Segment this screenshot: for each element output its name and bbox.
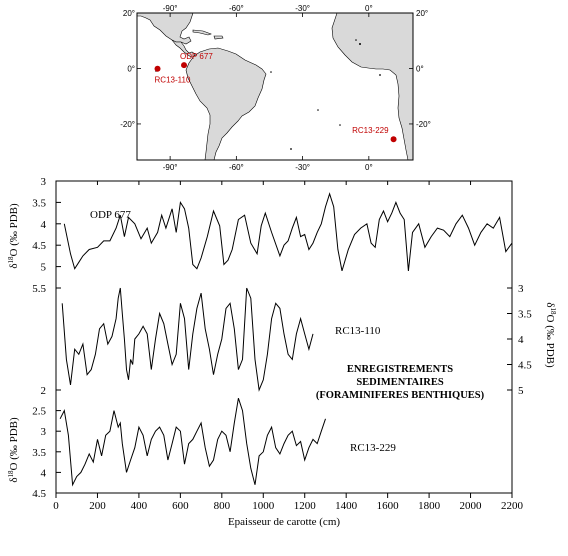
axes-layer: 0 200 400 600 800 1000 1200 1400 1600 1800 2000 220… (32, 176, 532, 512)
y-axis-label-odp677: δ18O (‰ PDB) (7, 203, 20, 269)
map-lon-label-top--60: -60° (229, 4, 244, 13)
annotation-line-3: (FORAMINIFERES BENTHIQUES) (316, 390, 485, 401)
y-label-odp677-unit: O (‰ PDB) (8, 203, 20, 257)
labels-layer: ODP 677 RC13-110 RC13-229 (90, 209, 396, 454)
series-line-rc13-229 (59, 398, 326, 487)
map-lon-label-bottom--90: -90° (163, 163, 178, 172)
y-tick-label-1-4: 4 (518, 334, 524, 346)
y-tick-label-0-5: 5 (41, 262, 47, 274)
x-tick-label-0: 0 (53, 500, 59, 512)
annotation-line-2: SEDIMENTAIRES (356, 377, 443, 388)
map-land-cuba (192, 29, 212, 36)
map-lat-label-left-0: 0° (127, 64, 135, 73)
map-island-fernando (270, 71, 272, 73)
y-tick-label-1-5: 5 (518, 385, 524, 397)
y-label-rc13-110-sup: 18 (549, 308, 557, 316)
map-lat-label-left-20: 20° (123, 9, 135, 18)
y-tick-label-1-3.5: 3.5 (518, 309, 532, 321)
map-land-africa (331, 12, 414, 161)
x-tick-label-400: 400 (131, 500, 148, 512)
x-tick-label-200: 200 (89, 500, 106, 512)
y-label-odp677-delta: δ (8, 263, 20, 268)
x-tick-label-1000: 1000 (252, 500, 275, 512)
y-tick-label-2-4: 4 (41, 467, 47, 479)
y-tick-label-2-2: 2 (41, 385, 47, 397)
x-tick-label-1800: 1800 (418, 500, 441, 512)
map-site-marker-rc13-229 (390, 136, 397, 143)
y-label-rc13-110-delta: δ (544, 302, 556, 307)
map-island-cape-verde (359, 43, 361, 45)
y-axis-label-rc13-110: δ18O (‰ PDB) (544, 302, 557, 368)
map-lon-label-top--30: -30° (295, 4, 310, 13)
y-label-rc13-110-unit: O (‰ PDB) (544, 315, 556, 369)
series-label-rc13-229: RC13-229 (350, 442, 396, 454)
map-lat-label-right-20: 20° (416, 9, 428, 18)
map-site-marker-rc13-110 (154, 65, 161, 72)
y-tick-label-0-3: 3 (41, 176, 47, 188)
map-sites: ODP 677 RC13-110 RC13-229 (154, 52, 397, 143)
y-tick-label-2-3.5: 3.5 (32, 447, 46, 459)
map-lat-label-right--20: -20° (416, 120, 431, 129)
y-tick-label-0-5.5: 5.5 (32, 283, 46, 295)
map-lon-label-bottom--30: -30° (295, 163, 310, 172)
map-site-label-rc13-110: RC13-110 (155, 76, 191, 85)
y-label-rc13-229-unit: O (‰ PDB) (8, 417, 20, 471)
annotation-line-1: ENREGISTREMENTS (347, 364, 453, 375)
y-tick-label-0-4.5: 4.5 (32, 240, 46, 252)
map-lon-label-top--90: -90° (163, 4, 178, 13)
y-label-odp677-sup: 18 (7, 256, 15, 264)
y-tick-label-2-2.5: 2.5 (32, 406, 46, 418)
map-panel: -90° -90° -60° -60° -30° -30° 0° 0° 20° 0° -20° 20°… (120, 4, 431, 172)
y-tick-label-0-4: 4 (41, 219, 47, 231)
x-tick-label-800: 800 (214, 500, 231, 512)
x-tick-label-2000: 2000 (460, 500, 483, 512)
map-land-central-america (171, 39, 196, 58)
map-land-south-america (185, 47, 267, 161)
map-lat-label-left--20: -20° (120, 120, 135, 129)
chart-panel: 0 200 400 600 800 1000 1200 1400 1600 1800 2000 220… (7, 176, 557, 528)
map-island-cape-verde-2 (355, 39, 357, 41)
map-lat-label-right-0: 0° (416, 64, 424, 73)
map-island-st-helena (339, 124, 341, 126)
x-tick-label-2200: 2200 (501, 500, 524, 512)
map-site-label-odp-677: ODP 677 (180, 52, 213, 61)
map-site-marker-odp-677 (181, 62, 188, 69)
map-frame (136, 12, 414, 161)
map-lon-label-bottom-0: 0° (365, 163, 373, 172)
series-layer (59, 192, 513, 487)
y-label-rc13-229-sup: 18 (7, 470, 15, 478)
map-site-label-rc13-229: RC13-229 (352, 126, 389, 135)
x-tick-label-1200: 1200 (294, 500, 317, 512)
map-lon-label-top-0: 0° (365, 4, 373, 13)
y-axis-label-rc13-229: δ18O (‰ PDB) (7, 417, 20, 483)
y-tick-label-2-3: 3 (41, 426, 47, 438)
series-label-rc13-110: RC13-110 (335, 325, 381, 337)
y-tick-label-0-3.5: 3.5 (32, 197, 46, 209)
series-label-odp-677: ODP 677 (90, 209, 131, 221)
y-tick-label-1-4.5: 4.5 (518, 360, 532, 372)
x-tick-label-1400: 1400 (335, 500, 358, 512)
series-line-rc13-110 (61, 287, 314, 392)
series-line-odp-677 (63, 192, 513, 272)
y-tick-label-1-3: 3 (518, 283, 524, 295)
y-label-rc13-229-delta: δ (8, 477, 20, 482)
map-island-trindade (290, 148, 292, 150)
x-tick-label-600: 600 (172, 500, 189, 512)
map-land-hispaniola (213, 35, 224, 40)
x-tick-label-1600: 1600 (377, 500, 400, 512)
map-island-sao-tome (379, 74, 381, 76)
map-lon-label-bottom--60: -60° (229, 163, 244, 172)
map-island-ascension (317, 109, 319, 111)
map-ticks: -90° -90° -60° -60° -30° -30° 0° 0° 20° 0° -20° 20°… (120, 4, 431, 172)
x-axis-label: Epaisseur de carotte (cm) (228, 516, 340, 528)
y-tick-label-2-4.5: 4.5 (32, 488, 46, 500)
